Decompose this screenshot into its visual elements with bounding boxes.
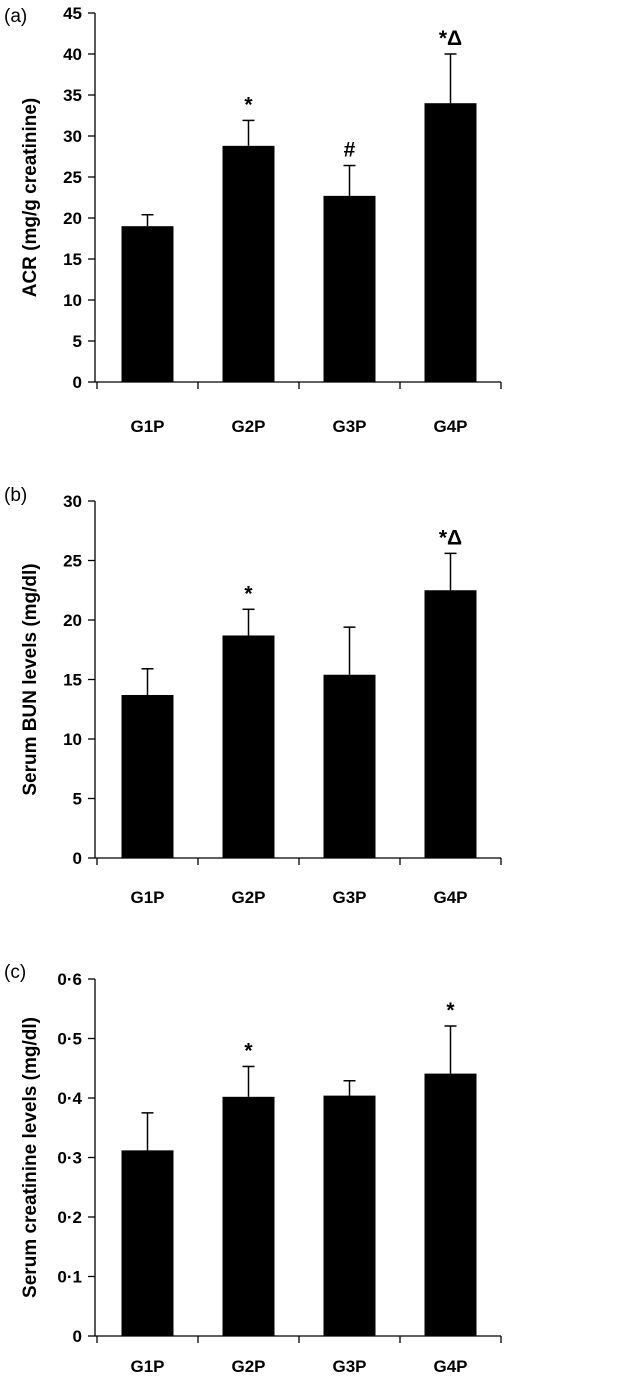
x-category-label-g4p-a: G4P (433, 417, 467, 436)
y-tick-label-b: 30 (63, 492, 82, 511)
y-tick-label-c: 0·5 (57, 1030, 82, 1049)
y-axis-title-a: ACR (mg/g creatinine) (20, 98, 41, 298)
y-tick-label-a: 35 (63, 86, 82, 105)
y-tick-label-a: 15 (63, 250, 82, 269)
significance-label-g2p-b: * (244, 582, 253, 605)
y-tick-label-b: 15 (63, 671, 82, 690)
y-tick-label-b: 5 (73, 790, 82, 809)
y-tick-label-b: 10 (63, 730, 82, 749)
bar-g1p-a (121, 226, 174, 382)
significance-label-g3p-a: # (344, 139, 356, 162)
y-axis-title-b: Serum BUN levels (mg/dl) (20, 563, 41, 795)
bar-g3p-b (323, 674, 376, 858)
bar-g3p-a (323, 195, 376, 382)
bar-g2p-a (222, 145, 275, 382)
chart-panel-a: (a) ACR (mg/g creatinine) 0 5 10 15 20 25 30 35 40… (4, 4, 502, 436)
significance-label-g4p-b: *Δ (439, 526, 462, 549)
y-tick-label-c: 0·1 (57, 1268, 82, 1287)
y-tick-label-c: 0·6 (57, 970, 82, 989)
x-category-label-g3p-c: G3P (332, 1357, 366, 1376)
significance-label-g2p-a: * (244, 93, 253, 116)
y-tick-label-c: 0·3 (57, 1149, 82, 1168)
significance-label-g4p-a: *Δ (439, 27, 462, 50)
panel-label-a: (a) (4, 6, 27, 27)
y-tick-label-b: 0 (73, 849, 82, 868)
chart-panel-b: (b) Serum BUN levels (mg/dl) 0 5 10 15 20 25 30 G… (4, 485, 502, 907)
x-category-label-g1p-c: G1P (130, 1357, 164, 1376)
x-category-label-g4p-b: G4P (433, 888, 467, 907)
x-category-label-g2p-c: G2P (231, 1357, 265, 1376)
x-category-label-g4p-c: G4P (433, 1357, 467, 1376)
y-tick-label-a: 40 (63, 45, 82, 64)
bar-g3p-c (323, 1095, 376, 1336)
x-category-label-g2p-b: G2P (231, 888, 265, 907)
bar-g1p-c (121, 1150, 174, 1336)
y-tick-label-a: 10 (63, 291, 82, 310)
bar-g1p-b (121, 694, 174, 858)
x-category-label-g1p-b: G1P (130, 888, 164, 907)
panel-label-b: (b) (4, 485, 27, 506)
chart-panel-c: (c) Serum creatinine levels (mg/dl) 0 0·1 0·… (4, 962, 502, 1376)
y-tick-label-a: 25 (63, 168, 82, 187)
y-tick-label-b: 25 (63, 552, 82, 571)
x-category-label-g1p-a: G1P (130, 417, 164, 436)
y-tick-label-a: 20 (63, 209, 82, 228)
bar-g4p-c (424, 1073, 477, 1336)
y-tick-label-a: 45 (63, 4, 82, 23)
y-tick-label-a: 30 (63, 127, 82, 146)
y-tick-label-b: 20 (63, 611, 82, 630)
significance-label-g4p-c: * (446, 999, 455, 1022)
y-axis-title-c: Serum creatinine levels (mg/dl) (20, 1017, 41, 1298)
y-tick-label-a: 0 (73, 373, 82, 392)
bar-g4p-a (424, 103, 477, 382)
significance-label-g2p-c: * (244, 1039, 253, 1062)
y-tick-label-c: 0·4 (57, 1089, 82, 1108)
bar-g4p-b (424, 590, 477, 858)
x-category-label-g3p-b: G3P (332, 888, 366, 907)
y-tick-label-c: 0·2 (57, 1208, 82, 1227)
bar-g2p-c (222, 1096, 275, 1336)
bar-g2p-b (222, 635, 275, 858)
y-tick-label-a: 5 (73, 332, 82, 351)
x-category-label-g3p-a: G3P (332, 417, 366, 436)
x-category-label-g2p-a: G2P (231, 417, 265, 436)
y-tick-label-c: 0 (73, 1327, 82, 1346)
panel-label-c: (c) (4, 962, 26, 983)
